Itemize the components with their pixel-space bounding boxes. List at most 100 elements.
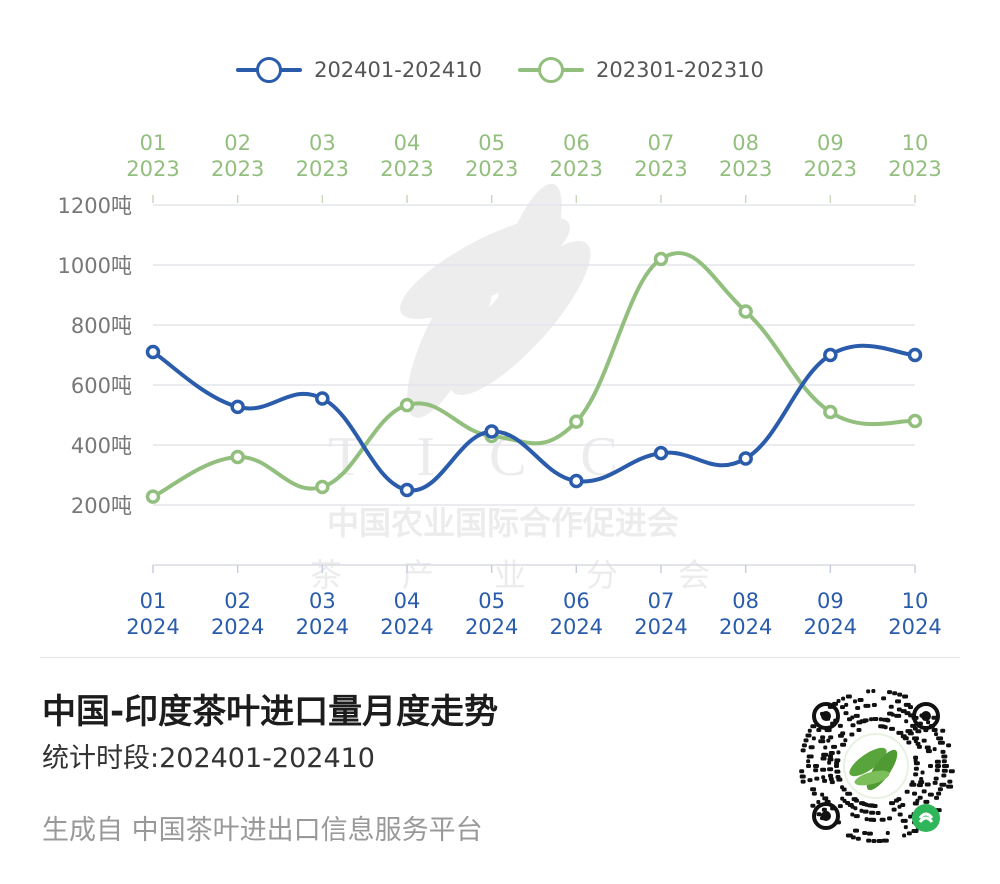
x-top-year-label: 2023 [804, 157, 857, 181]
chart-title: 中国-印度茶叶进口量月度走势 [42, 692, 499, 732]
qr-dot [881, 696, 887, 701]
qr-dot [828, 773, 834, 778]
qr-dot [820, 735, 826, 740]
qr-dot [921, 789, 927, 794]
x-bottom-month-label: 04 [394, 589, 421, 613]
qr-dot [913, 761, 920, 766]
qr-dot [821, 752, 829, 757]
qr-dot [828, 751, 835, 756]
qr-dot [887, 816, 893, 821]
qr-dot [885, 718, 891, 723]
qr-dot [853, 713, 860, 718]
qr-dot [805, 733, 812, 738]
qr-dot [883, 725, 888, 730]
qr-dot [828, 754, 834, 759]
y-tick-label: 800吨 [71, 314, 132, 338]
qr-dot [912, 791, 918, 796]
qr-dot [823, 745, 828, 750]
qr-dot [840, 796, 845, 801]
qr-finder-center [821, 711, 831, 721]
data-point [738, 451, 753, 466]
qr-dot [878, 717, 883, 722]
qr-dot [843, 711, 849, 716]
qr-dot [916, 744, 922, 749]
qr-dot [857, 698, 864, 703]
watermark-branch-char: 产 [402, 556, 434, 594]
qr-dot [820, 756, 827, 761]
qr-dot [900, 802, 906, 807]
qr-dot [903, 825, 908, 830]
qr-dot [851, 797, 858, 802]
qr-finder [812, 802, 840, 830]
x-bottom-year-label: 2024 [380, 615, 433, 639]
qr-dot [834, 769, 841, 774]
legend-item-2023[interactable]: 202301-202310 [518, 57, 764, 83]
x-bottom-month-label: 08 [732, 589, 759, 613]
y-tick-label: 400吨 [71, 434, 132, 458]
qr-dot [888, 704, 894, 709]
series-202401-202410 [145, 343, 923, 498]
qr-dot [845, 833, 853, 838]
qr-dot [888, 801, 895, 806]
qr-dot [850, 812, 855, 817]
qr-dot [843, 738, 848, 743]
x-top-month-label: 04 [394, 131, 421, 155]
qr-dot [897, 692, 903, 697]
x-bottom-year-label: 2024 [888, 615, 941, 639]
x-bottom-month-label: 02 [224, 589, 251, 613]
x-top-year-label: 2023 [465, 157, 518, 181]
watermark-branch-char: 分 [586, 556, 618, 594]
qr-dot [902, 736, 909, 741]
qr-dot [908, 713, 914, 718]
qr-dot [919, 776, 924, 781]
qr-dot [822, 796, 829, 801]
qr-dot [864, 817, 869, 822]
qr-dot [900, 818, 908, 823]
qr-dot [897, 812, 903, 817]
x-top-month-label: 06 [563, 131, 590, 155]
qr-dot [828, 776, 834, 781]
qr-dot [896, 730, 904, 735]
data-point [399, 397, 415, 413]
series-line [151, 343, 917, 493]
qr-dot [806, 754, 814, 759]
qr-dot [867, 803, 875, 808]
legend-label-2024: 202401-202410 [314, 58, 482, 82]
qr-dot [941, 768, 948, 773]
x-top-year-label: 2023 [634, 157, 687, 181]
x-top-year-label: 2023 [211, 157, 264, 181]
qr-dot [935, 764, 941, 768]
qr-dot [934, 768, 940, 773]
qr-dot [947, 779, 953, 784]
qr-dot [908, 814, 913, 819]
data-point [569, 473, 584, 489]
x-bottom-year-label: 2024 [719, 615, 772, 639]
qr-dot [840, 742, 847, 747]
qr-dot [927, 792, 934, 797]
qr-dot [902, 694, 909, 699]
legend-item-2024[interactable]: 202401-202410 [236, 57, 482, 83]
qr-dot [835, 775, 841, 780]
data-point [145, 489, 161, 504]
qr-dot [855, 705, 861, 710]
qr-dot [925, 749, 932, 754]
qr-dot [807, 728, 812, 733]
qr-dot [934, 795, 940, 800]
qr-dot [840, 705, 845, 710]
qr-dot [871, 689, 876, 694]
qr-dot [827, 760, 832, 765]
qr-dot [866, 831, 873, 836]
qr-dot [821, 775, 826, 780]
qr-dot [940, 728, 946, 733]
qr-dot [906, 831, 912, 836]
qr-dot [941, 759, 947, 764]
y-tick-label: 1200吨 [58, 194, 132, 218]
qr-dot [939, 782, 947, 787]
qr-dot [946, 784, 954, 789]
mini-program-qr-code-icon[interactable] [792, 682, 960, 850]
data-point [738, 304, 753, 319]
series-202301-202310 [145, 251, 923, 504]
qr-dot [936, 736, 944, 741]
x-top-year-label: 2023 [719, 157, 772, 181]
x-bottom-year-label: 2024 [126, 615, 179, 639]
